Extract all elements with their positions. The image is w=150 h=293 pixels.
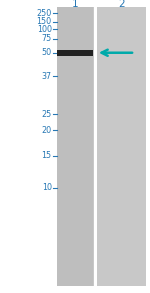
Text: 15: 15 <box>42 151 52 160</box>
Text: 150: 150 <box>37 18 52 26</box>
Bar <box>57 50 93 56</box>
Text: 2: 2 <box>118 0 125 9</box>
Text: 25: 25 <box>42 110 52 119</box>
Bar <box>57 7 93 286</box>
Text: 250: 250 <box>36 9 52 18</box>
Text: 75: 75 <box>42 34 52 43</box>
Text: 1: 1 <box>72 0 78 9</box>
Text: 20: 20 <box>42 126 52 135</box>
Text: 100: 100 <box>37 25 52 34</box>
Bar <box>57 7 146 286</box>
Bar <box>94 7 97 286</box>
Text: 37: 37 <box>42 72 52 81</box>
Text: 10: 10 <box>42 183 52 192</box>
Text: 50: 50 <box>42 48 52 57</box>
